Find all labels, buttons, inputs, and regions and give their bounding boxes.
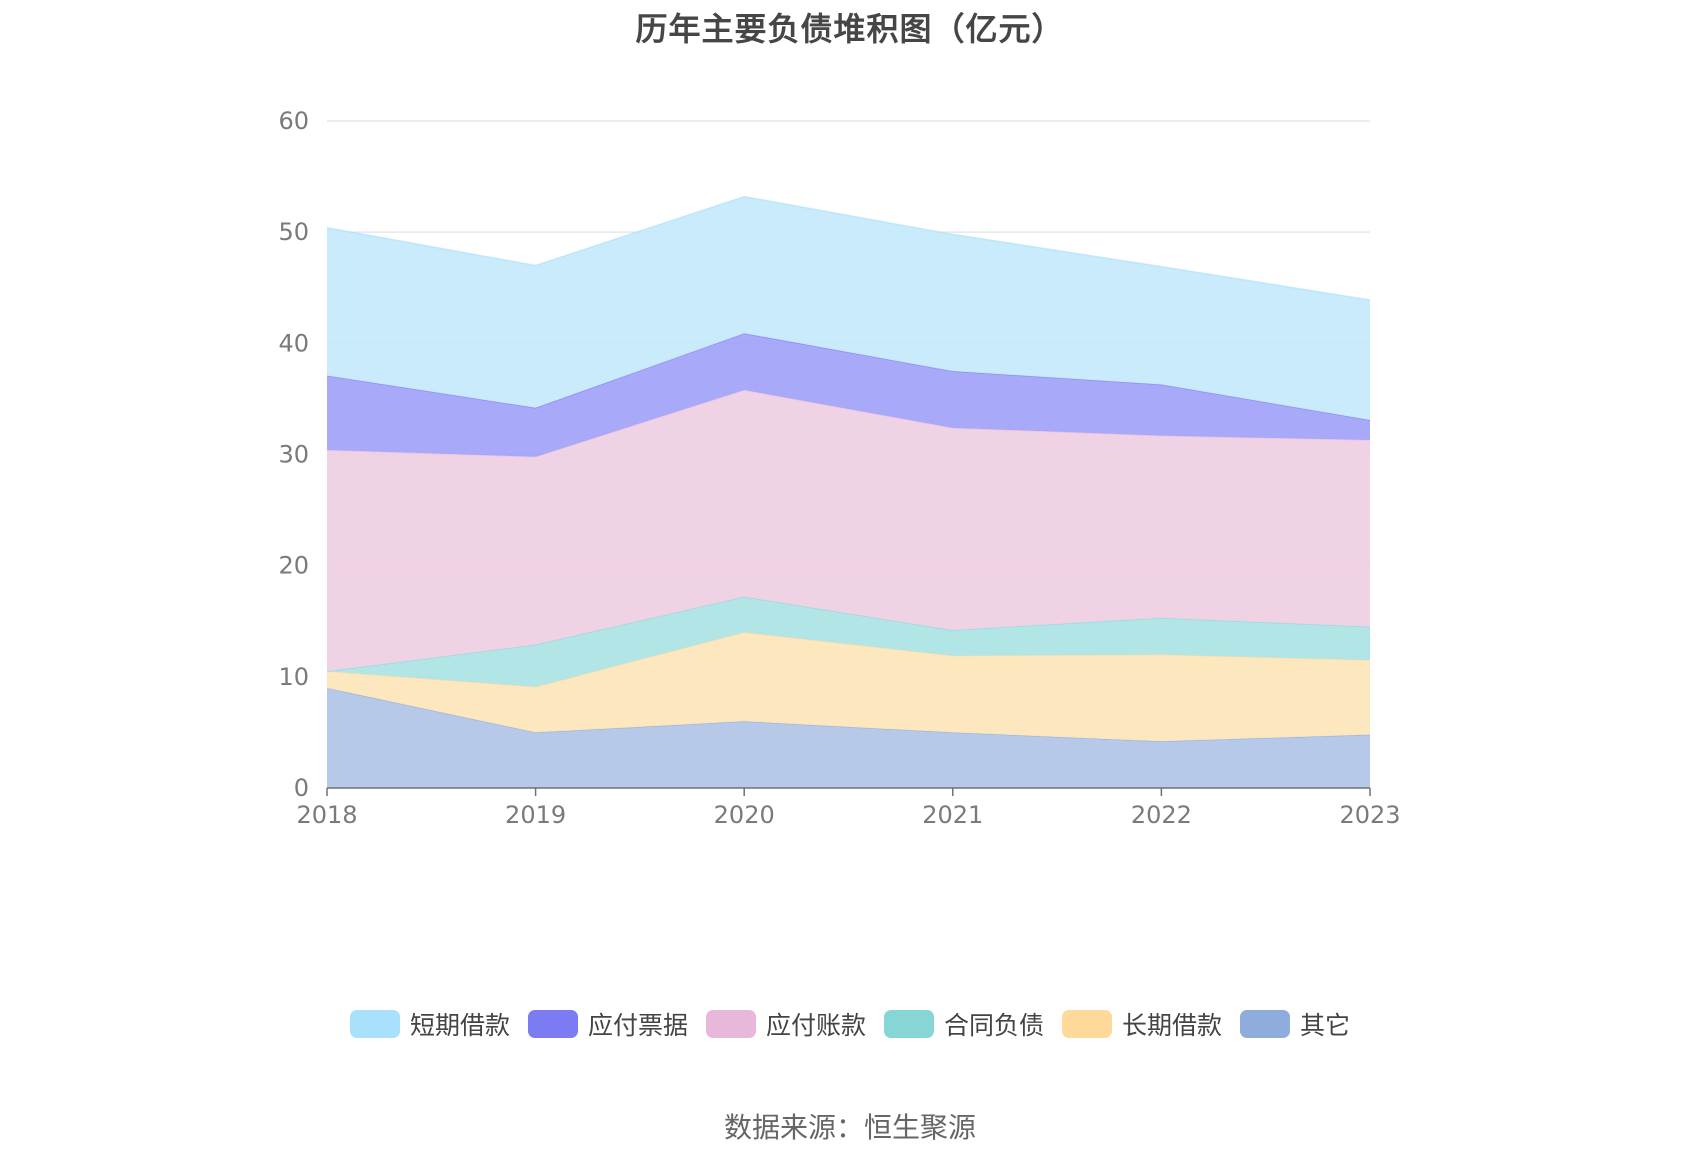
x-tick-label: 2019 xyxy=(505,801,566,829)
x-tick-label: 2018 xyxy=(296,801,357,829)
y-tick-label: 20 xyxy=(278,552,309,580)
y-tick-label: 0 xyxy=(294,774,309,802)
legend-label: 应付账款 xyxy=(765,1011,866,1040)
legend-swatch xyxy=(1062,1010,1113,1038)
legend-item[interactable]: 其它 xyxy=(1240,1006,1350,1042)
legend-item[interactable]: 短期借款 xyxy=(349,1006,510,1042)
x-tick-label: 2022 xyxy=(1131,801,1192,829)
y-tick-label: 10 xyxy=(278,663,309,691)
area-series-0 xyxy=(327,687,1370,788)
area-series-4 xyxy=(327,333,1370,457)
area-series-3 xyxy=(327,390,1370,672)
area-series-5 xyxy=(327,196,1370,421)
legend-item[interactable]: 合同负债 xyxy=(884,1006,1044,1042)
legend-label: 其它 xyxy=(1300,1011,1351,1040)
area-series xyxy=(326,195,1371,788)
axes: 0 10 20 30 40 50 60 2018 2019 2020 2021 2022 2023 xyxy=(278,107,1400,829)
legend: 短期借款 应付票据 应付账款 合同负债 长期借款 其它 xyxy=(0,1006,1700,1042)
y-tick-label: 60 xyxy=(278,107,309,135)
legend-label: 长期借款 xyxy=(1122,1011,1223,1040)
y-tick-label: 30 xyxy=(278,441,309,469)
legend-item[interactable]: 长期借款 xyxy=(1062,1006,1222,1042)
legend-label: 短期借款 xyxy=(409,1011,510,1040)
legend-item[interactable]: 应付账款 xyxy=(705,1006,866,1042)
y-tick-label: 50 xyxy=(278,218,309,246)
chart-title: 历年主要负债堆积图（亿元） xyxy=(635,10,1065,48)
legend-swatch xyxy=(527,1010,578,1038)
legend-swatch xyxy=(705,1010,756,1038)
y-tick-label: 40 xyxy=(278,329,309,357)
area-series-2 xyxy=(327,596,1370,687)
legend-item[interactable]: 应付票据 xyxy=(527,1006,688,1042)
area-series-1 xyxy=(327,632,1370,742)
legend-swatch xyxy=(1240,1010,1291,1038)
x-tick-label: 2020 xyxy=(714,801,775,829)
source-note: 数据来源：恒生聚源 xyxy=(723,1111,976,1144)
series-line-4 xyxy=(326,332,1371,421)
series-line-2 xyxy=(326,596,1371,673)
x-tick-label: 2023 xyxy=(1339,801,1400,829)
legend-label: 应付票据 xyxy=(587,1011,688,1040)
series-line-5 xyxy=(326,195,1371,301)
legend-swatch xyxy=(349,1010,400,1038)
x-tick-label: 2021 xyxy=(922,801,983,829)
legend-label: 合同负债 xyxy=(944,1011,1045,1040)
legend-swatch xyxy=(884,1010,934,1038)
series-line-3 xyxy=(326,389,1371,458)
